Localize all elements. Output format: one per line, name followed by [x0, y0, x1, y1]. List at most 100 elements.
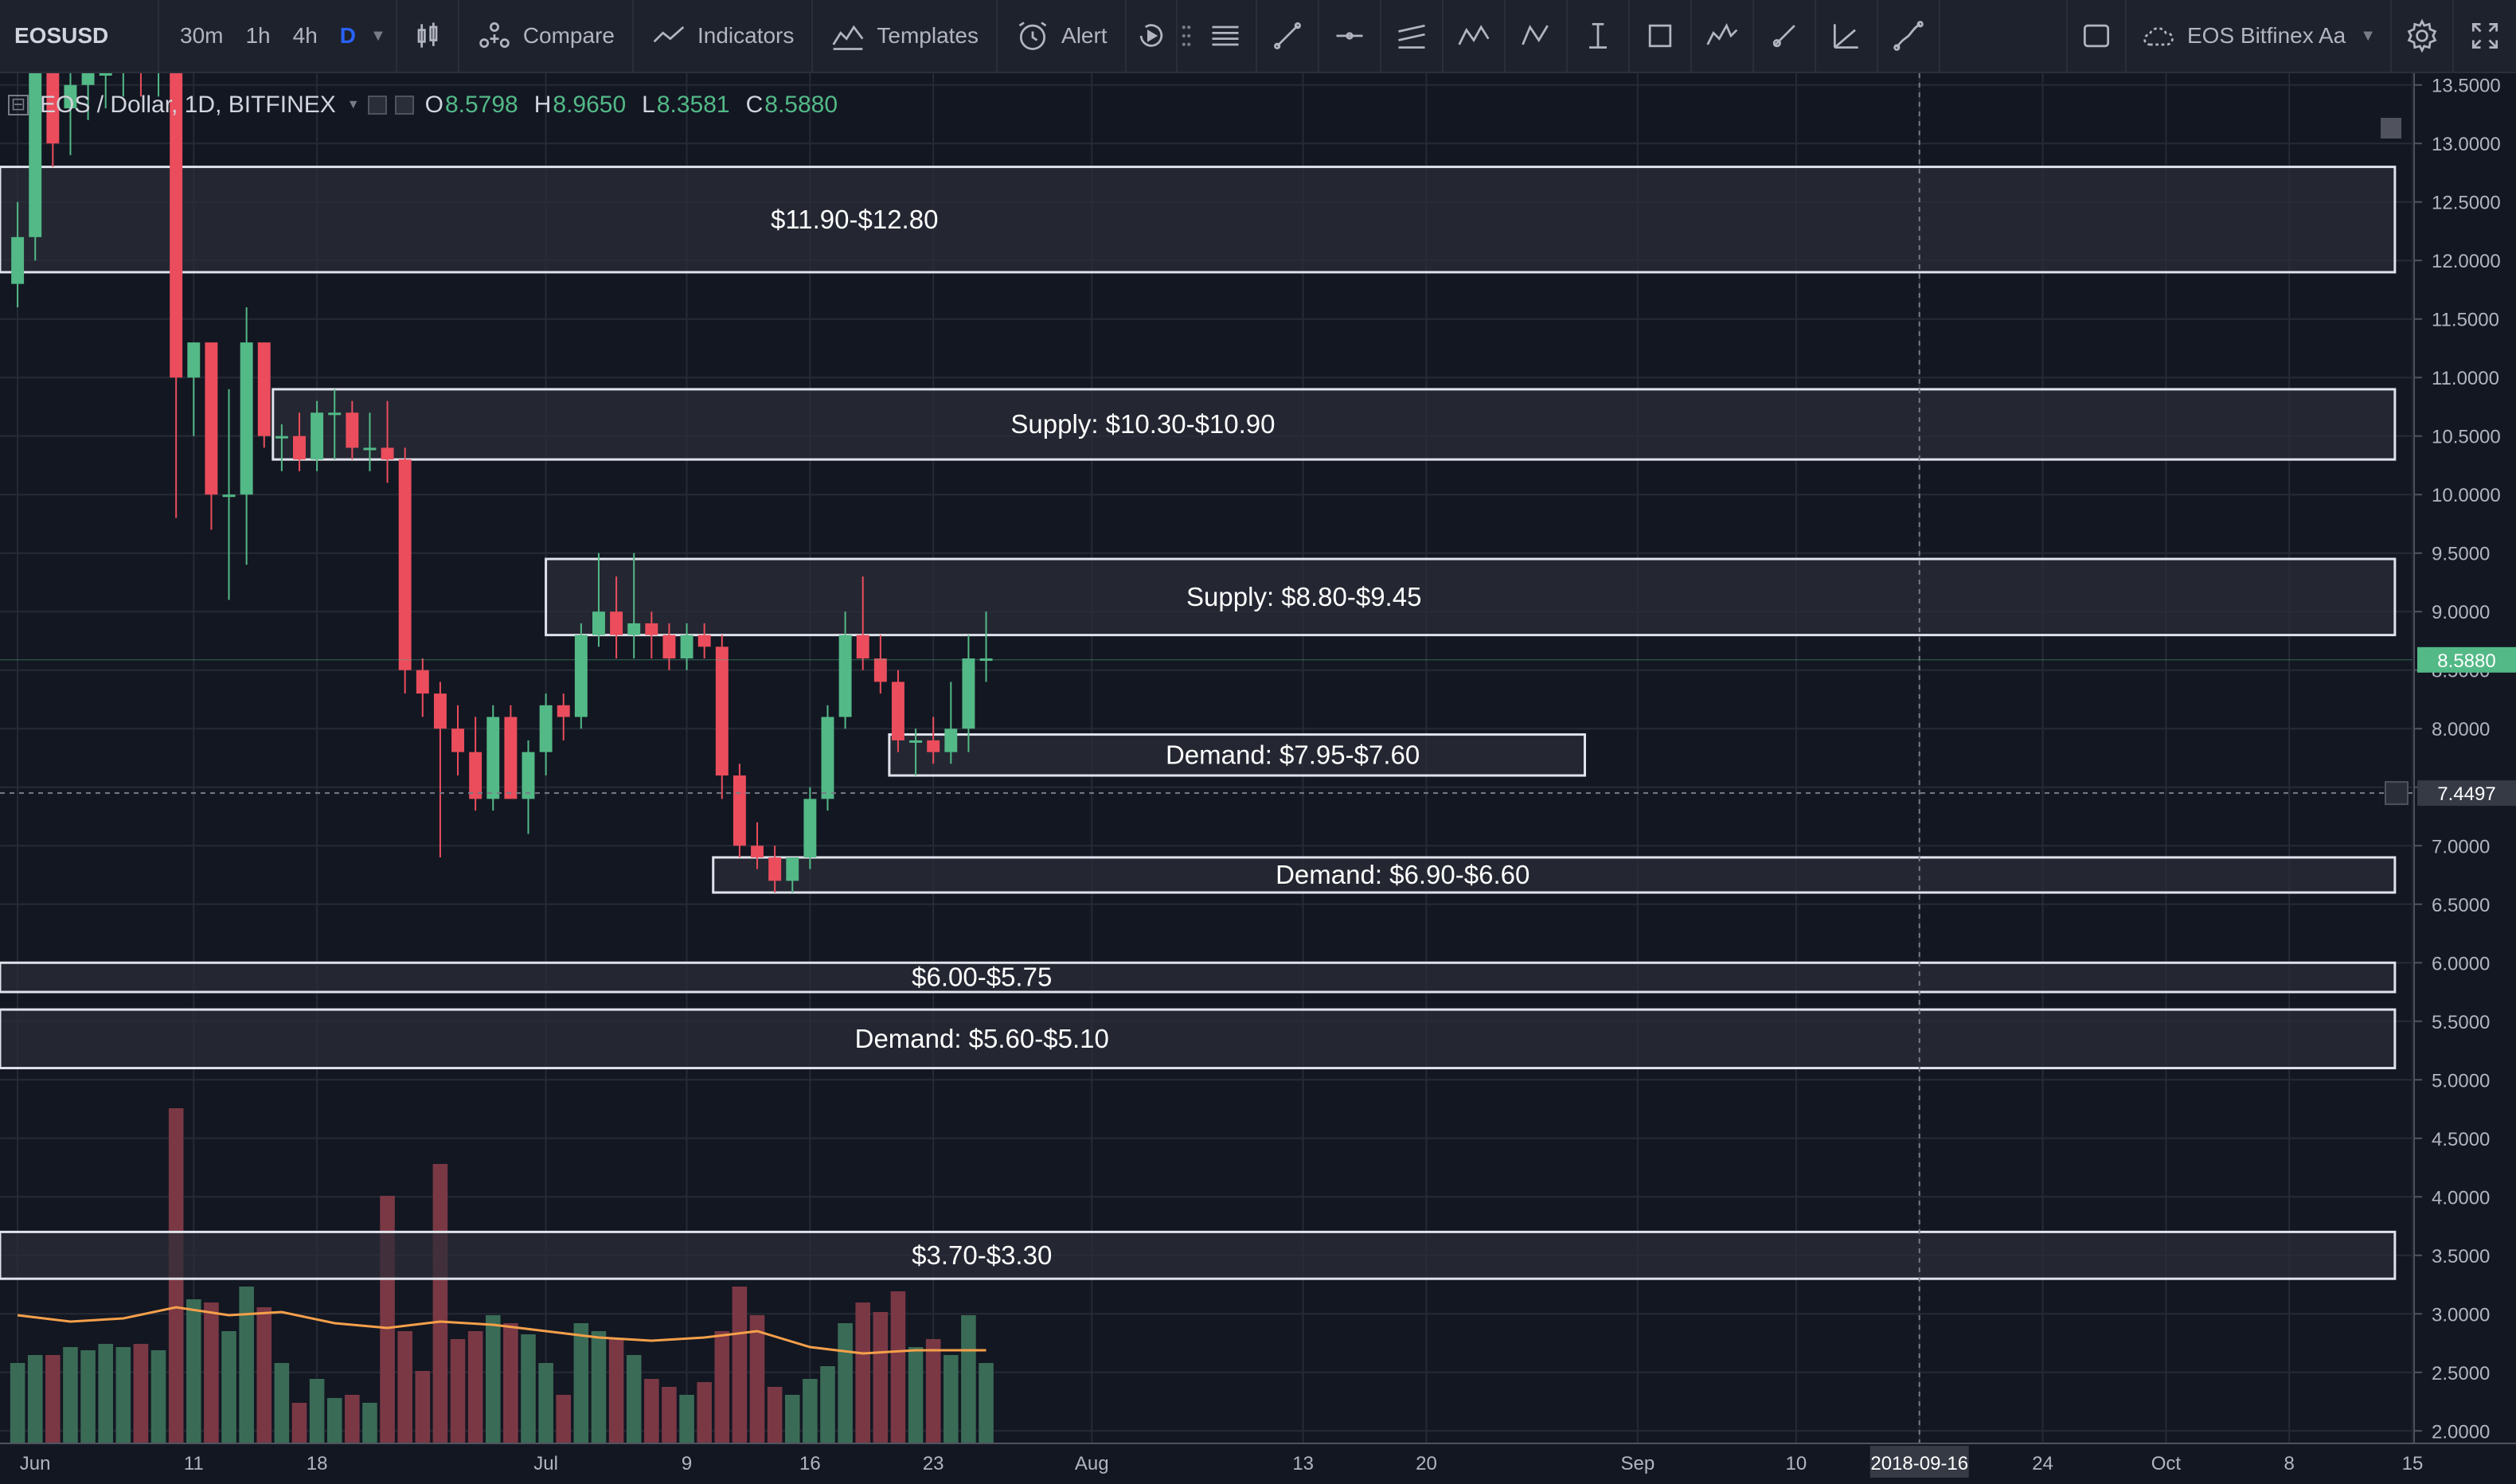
parallel-channel-tool-button[interactable]: [1381, 0, 1444, 72]
compare-icon: [479, 22, 510, 49]
abcd-pattern-icon: [1521, 25, 1549, 45]
brush-tool-button[interactable]: [1754, 0, 1816, 72]
abcd-pattern-tool-button[interactable]: [1506, 0, 1568, 72]
zone-label-3: Demand: $7.95-$7.60: [1166, 740, 1420, 769]
low-label: L: [642, 92, 655, 118]
indicators-label: Indicators: [697, 23, 795, 48]
top-toolbar: EOSUSD 30m 1h 4h D ▼ Compare Indicators …: [0, 0, 2516, 73]
volume-bar: [274, 1363, 290, 1443]
zone-rect-7[interactable]: [0, 1230, 2397, 1280]
rectangle-tool-button[interactable]: [1630, 0, 1692, 72]
zone-rect-4[interactable]: [712, 856, 2397, 894]
zone-rect-3[interactable]: [888, 733, 1587, 777]
zone-rect-5[interactable]: [0, 961, 2397, 994]
drag-handle[interactable]: [1178, 0, 1195, 72]
volume-bar: [485, 1315, 501, 1443]
candle-body: [733, 775, 746, 846]
expand-button[interactable]: [2454, 0, 2516, 72]
candle-body: [469, 752, 482, 799]
candle-body: [680, 635, 693, 659]
interval-1h-button[interactable]: 1h: [245, 23, 271, 48]
time-tick-label: 11: [184, 1453, 204, 1474]
settings-small-icon[interactable]: [394, 96, 414, 115]
collapse-icon[interactable]: ⊟: [8, 95, 29, 115]
crosshair-date-badge: [1869, 1446, 1969, 1478]
zone-label-7: $3.70-$3.30: [912, 1240, 1052, 1270]
volume-bar: [186, 1299, 201, 1443]
time-tick-label: Jun: [20, 1453, 51, 1474]
volume-bar: [608, 1339, 624, 1443]
last-price-badge: [2417, 646, 2516, 673]
elliott-wave-tool-button[interactable]: [1692, 0, 1754, 72]
zone-rect-2[interactable]: [545, 557, 2397, 637]
time-axis-bg: [0, 1443, 2516, 1484]
toolbar-right: EOS Bitfinex Aa ▼: [2065, 0, 2516, 72]
zone-rect-6[interactable]: [0, 1008, 2397, 1070]
candle-body: [715, 646, 729, 776]
price-tick-label: 6.5000: [2432, 895, 2490, 916]
candle-body: [222, 494, 236, 498]
price-tick-label: 2.5000: [2432, 1363, 2490, 1384]
horizontal-lines-tool-button[interactable]: [1195, 0, 1257, 72]
interval-d-button[interactable]: D: [339, 23, 357, 48]
candle-body: [838, 635, 852, 717]
volume-bar: [908, 1347, 924, 1443]
chart-style-button[interactable]: [397, 0, 459, 72]
time-tick-label: Jul: [533, 1453, 558, 1474]
volume-bar: [80, 1350, 96, 1443]
lock-scale-icon[interactable]: [2381, 118, 2401, 139]
volume-bar: [662, 1387, 677, 1443]
axes[interactable]: 13.5000 13.0000 12.5000 12.0000 11.5000 11.00…: [0, 73, 2516, 1484]
zone-rect-0[interactable]: [0, 166, 2397, 274]
legend-dropdown-icon[interactable]: ▼: [346, 98, 360, 111]
volume-bar: [415, 1371, 431, 1443]
zone-label-2: Supply: $8.80-$9.45: [1186, 582, 1421, 611]
time-tick-label: 10: [1786, 1453, 1807, 1474]
xabcd-pattern-tool-button[interactable]: [1444, 0, 1506, 72]
fib-fan-tool-button[interactable]: [1816, 0, 1878, 72]
trend-line-tool-button[interactable]: [1257, 0, 1319, 72]
zone-label-1: Supply: $10.30-$10.90: [1010, 409, 1275, 439]
price-tick-label: 10.0000: [2432, 485, 2501, 506]
layout-save-button[interactable]: EOS Bitfinex Aa ▼: [2127, 0, 2392, 72]
indicators-button[interactable]: Indicators: [634, 0, 814, 72]
time-tick-label: 24: [2032, 1453, 2053, 1474]
compare-button[interactable]: Compare: [459, 0, 634, 72]
visibility-icon[interactable]: [367, 96, 387, 115]
volume-bar: [27, 1355, 43, 1443]
interval-dropdown-icon[interactable]: ▼: [370, 26, 386, 45]
square-icon: [2083, 24, 2110, 48]
templates-label: Templates: [877, 23, 979, 48]
volume-bar: [133, 1344, 149, 1443]
layout-dropdown-icon[interactable]: ▼: [2360, 26, 2376, 45]
zone-label-6: Demand: $5.60-$5.10: [855, 1024, 1109, 1053]
volume-bar: [45, 1355, 61, 1443]
replay-button[interactable]: [1127, 0, 1178, 72]
rectangle-icon: [1648, 24, 1671, 48]
close-value: 8.5880: [764, 92, 838, 118]
fullscreen-toggle-button[interactable]: [2065, 0, 2127, 72]
symbol-search[interactable]: EOSUSD: [0, 0, 159, 72]
legend-title[interactable]: EOS / Dollar, 1D, BITFINEX: [40, 92, 336, 118]
candle-body: [11, 236, 25, 284]
horizontal-ray-tool-button[interactable]: [1319, 0, 1381, 72]
time-tick-label: 20: [1416, 1453, 1437, 1474]
price-tick-label: 7.0000: [2432, 836, 2490, 857]
cursor-text-tool-button[interactable]: [1568, 0, 1630, 72]
volume-bar: [767, 1387, 783, 1443]
zone-rect-1[interactable]: [272, 388, 2397, 461]
price-chart[interactable]: $11.90-$12.80 Supply: $10.30-$10.90 Supply…: [0, 73, 2516, 1484]
parallel-channel-icon: [1397, 24, 1425, 49]
interval-30m-button[interactable]: 30m: [180, 23, 224, 48]
compare-label: Compare: [522, 23, 615, 48]
zones[interactable]: $11.90-$12.80 Supply: $10.30-$10.90 Supply…: [0, 166, 2397, 1280]
alert-button[interactable]: Alert: [998, 0, 1127, 72]
path-tool-button[interactable]: [1878, 0, 1940, 72]
candle-body: [697, 635, 711, 647]
settings-button[interactable]: [2392, 0, 2454, 72]
interval-4h-button[interactable]: 4h: [292, 23, 318, 48]
templates-button[interactable]: Templates: [813, 0, 998, 72]
volume-bar: [732, 1287, 748, 1443]
candle-body: [927, 740, 940, 752]
add-alert-plus-icon[interactable]: [2385, 781, 2409, 806]
